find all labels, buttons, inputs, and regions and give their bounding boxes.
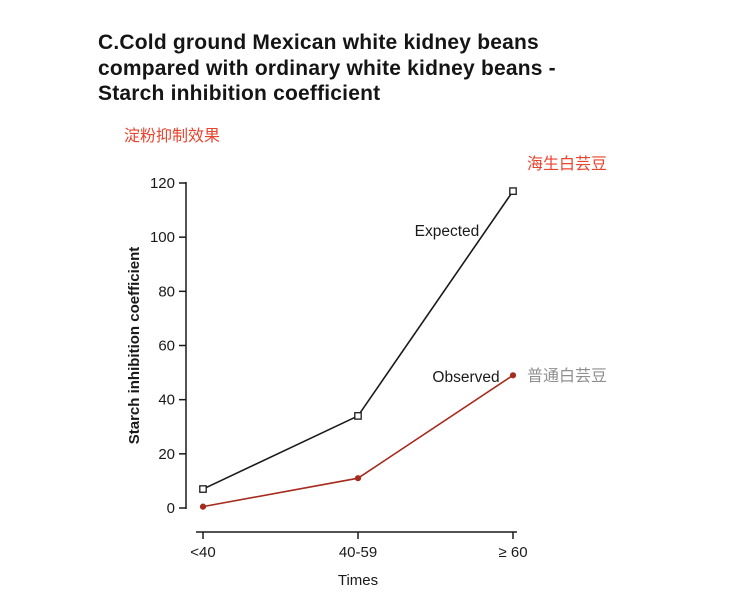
page-title-line-2: compared with ordinary white kidney bean… <box>98 56 556 80</box>
y-tick-label: 0 <box>167 500 175 517</box>
y-tick-label: 60 <box>158 338 175 355</box>
annotation-sea-white-kidney-bean-cn: 海生白芸豆 <box>527 156 608 173</box>
marker-expected <box>199 485 207 493</box>
y-tick-label: 80 <box>158 283 175 300</box>
x-tick-label: ≥ 60 <box>498 544 527 561</box>
marker-observed <box>509 372 517 379</box>
y-tick-label: 120 <box>150 175 175 192</box>
annotation-ordinary-white-kidney-bean-cn: 普通白芸豆 <box>527 368 608 385</box>
annotation-starch-effect-cn: 淀粉抑制效果 <box>124 128 221 145</box>
marker-expected <box>354 412 362 420</box>
marker-observed <box>354 475 362 482</box>
page-title: C.Cold ground Mexican white kidney beans… <box>98 30 688 107</box>
marker-observed <box>199 503 207 510</box>
series-label-expected: Expected <box>415 223 480 240</box>
marker-expected <box>509 187 517 195</box>
x-tick-label: <40 <box>190 544 215 561</box>
page-title-line-1: C.Cold ground Mexican white kidney beans <box>98 31 539 54</box>
y-tick-label: 40 <box>158 392 175 409</box>
x-axis-title: Times <box>338 572 378 589</box>
y-tick-label: 20 <box>158 446 175 463</box>
series-label-observed: Observed <box>432 369 499 386</box>
y-axis-title: Starch inhibition coefficient <box>126 247 143 445</box>
series-line-observed <box>202 374 514 508</box>
page-title-line-3: Starch inhibition coefficient <box>98 82 381 106</box>
x-tick-label: 40-59 <box>339 544 377 561</box>
y-tick-label: 100 <box>150 229 175 246</box>
